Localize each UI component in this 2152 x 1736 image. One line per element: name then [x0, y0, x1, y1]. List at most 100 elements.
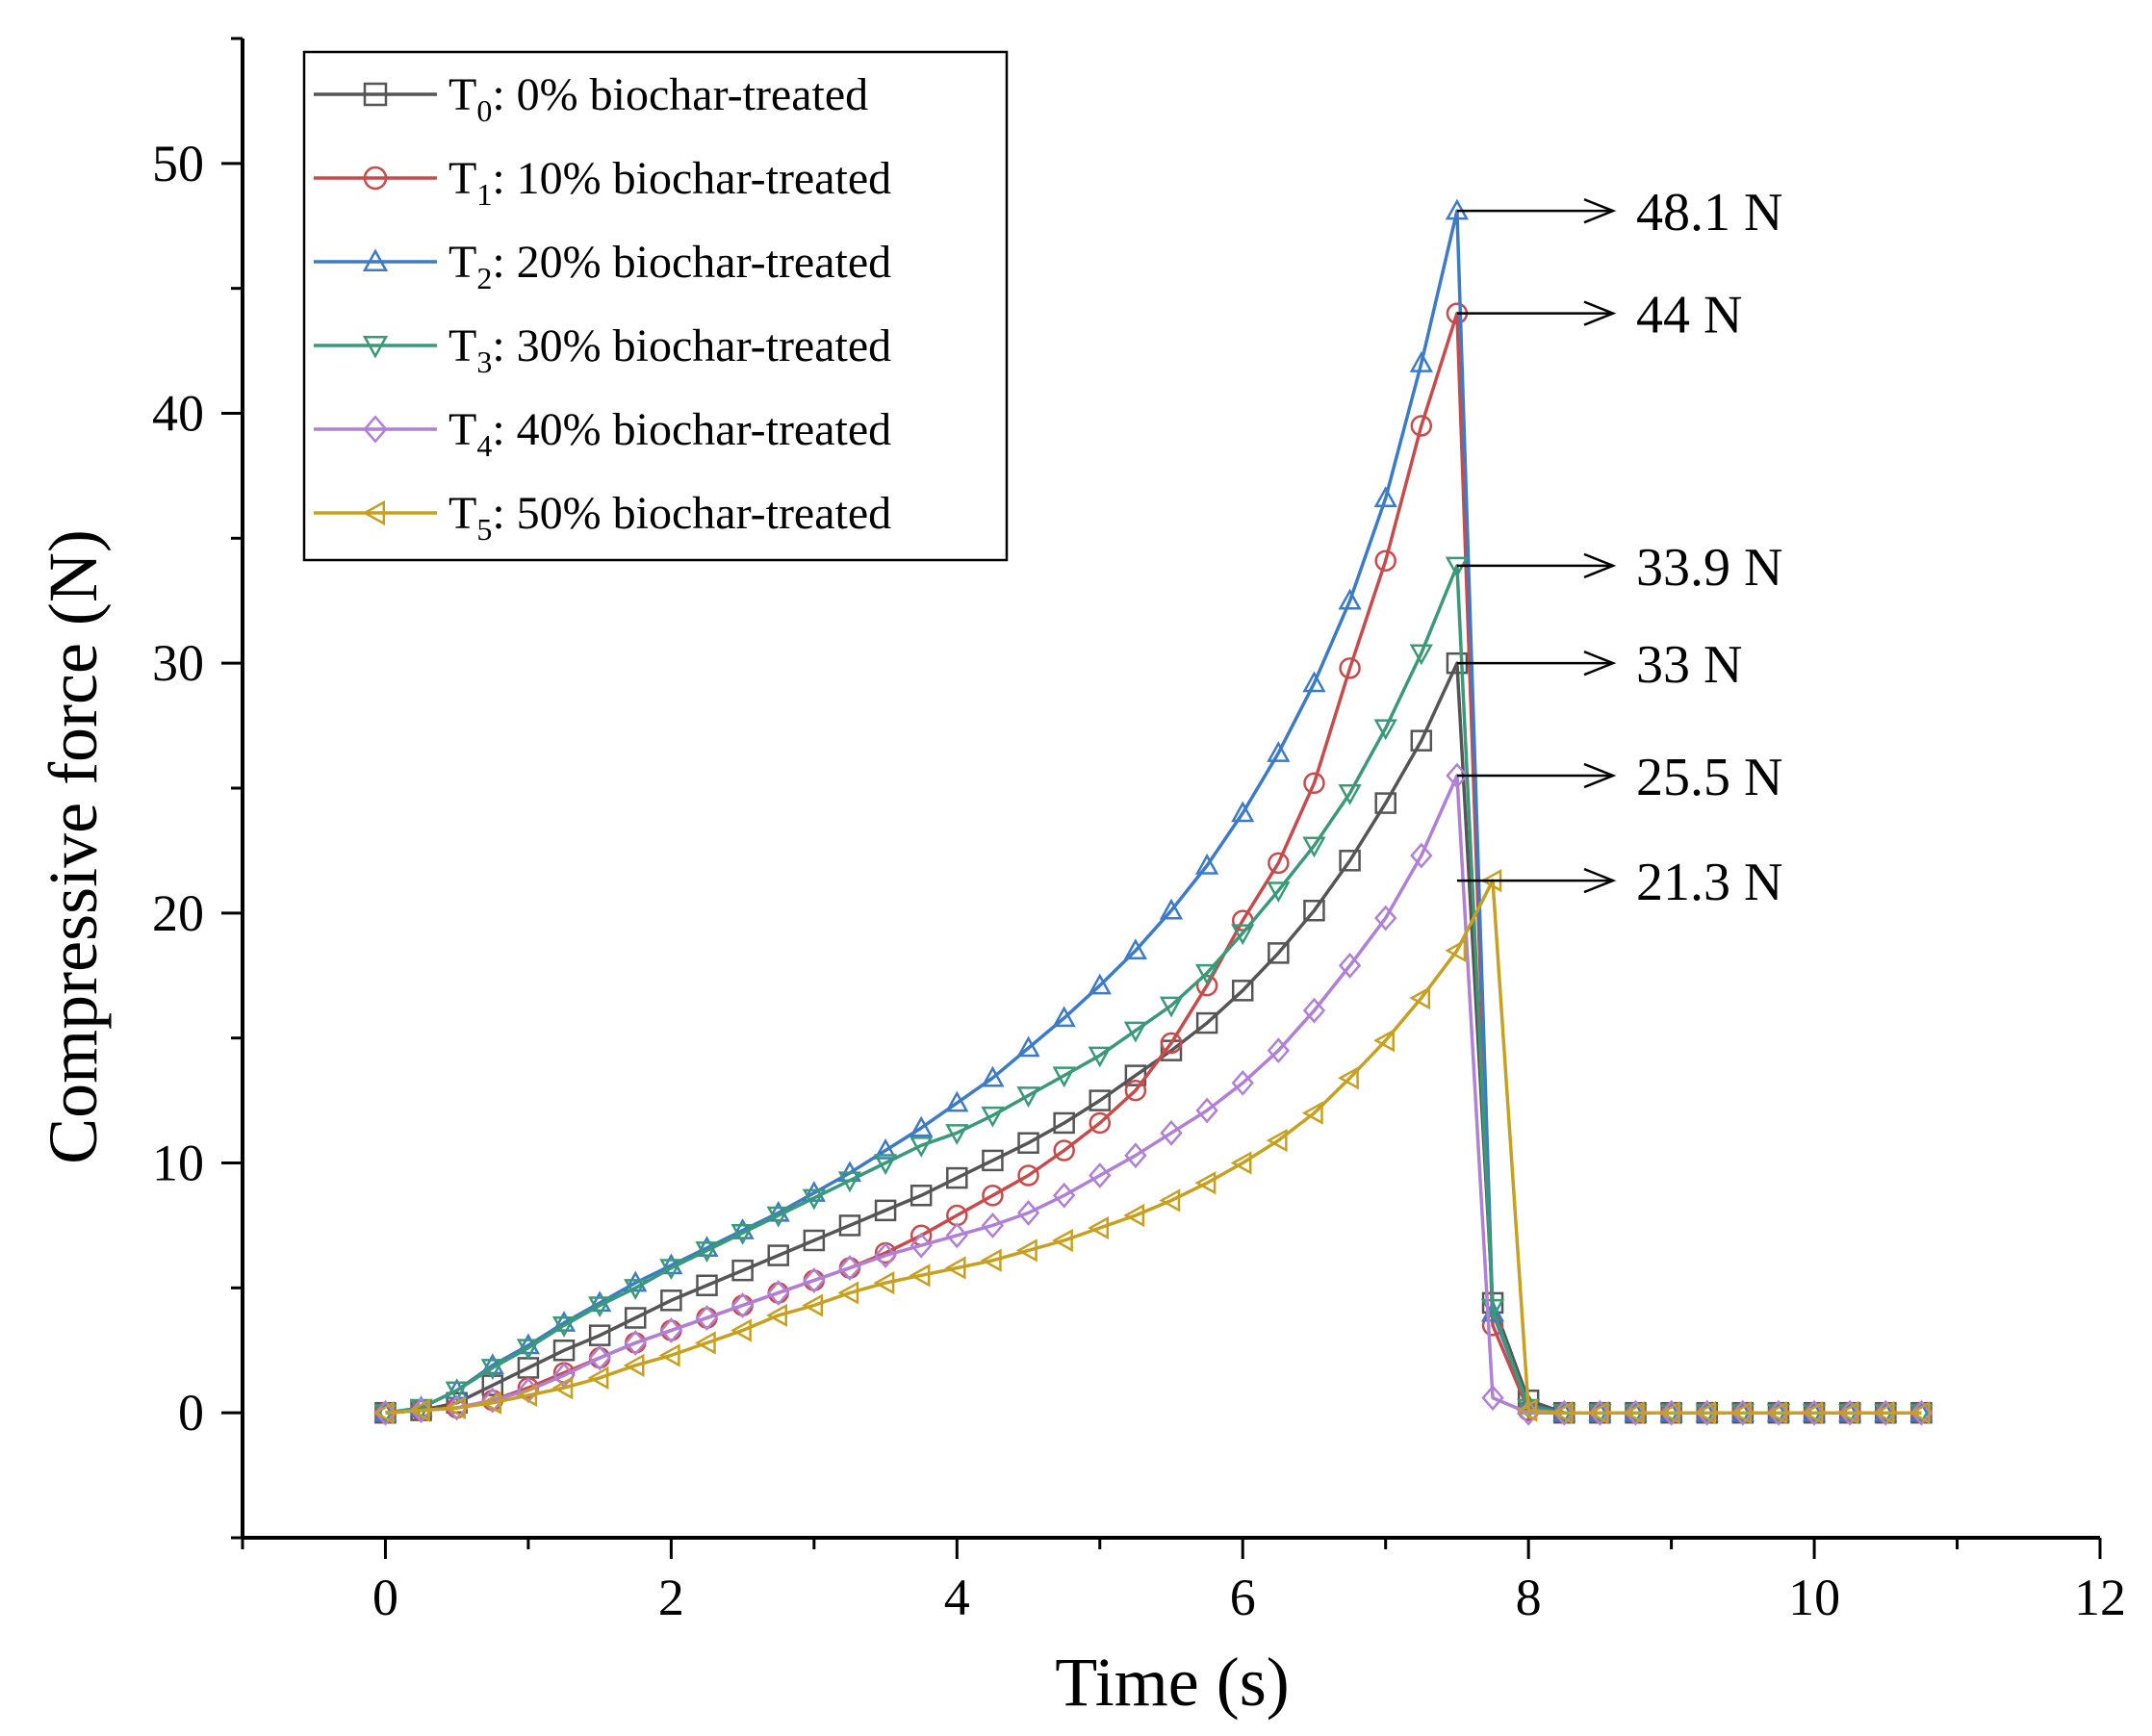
data-point [1303, 772, 1325, 795]
data-point [1551, 1401, 1574, 1425]
data-point [981, 1213, 1005, 1238]
legend-item-1: T1: 10% biochar-treated [314, 153, 891, 212]
axes: 0 2 4 6 8 10 12 0 10 20 30 40 50 [152, 37, 2126, 1626]
data-point [1837, 1401, 1859, 1425]
annotation-label: 33.9 N [1636, 538, 1782, 598]
y-tick-label: 10 [152, 1135, 204, 1192]
data-point [1696, 1399, 1719, 1426]
data-point [909, 1115, 934, 1137]
peak-annotation-0: 48.1 N [1456, 183, 1782, 243]
annotation-label: 25.5 N [1636, 748, 1782, 807]
legend-marker [363, 82, 388, 107]
data-point [1089, 1162, 1112, 1188]
data-point [1909, 1399, 1934, 1426]
data-point [409, 1398, 430, 1422]
x-tick-label: 10 [1788, 1569, 1840, 1626]
series-layer [372, 198, 1934, 1426]
data-point [1195, 974, 1218, 997]
data-point [695, 1241, 719, 1263]
data-point [1339, 657, 1361, 679]
data-point [1695, 1401, 1716, 1425]
legend-box [302, 50, 1009, 562]
data-point [1159, 1188, 1181, 1213]
data-point [730, 1223, 755, 1245]
data-point [588, 1296, 612, 1318]
data-point [409, 1397, 433, 1423]
data-point [730, 1292, 755, 1318]
data-point [695, 1305, 719, 1331]
data-point [1088, 1215, 1110, 1240]
data-point [730, 1318, 752, 1342]
data-point [1267, 1037, 1291, 1064]
peak-annotation-1: 44 N [1456, 286, 1742, 345]
data-point [660, 1289, 682, 1312]
data-point [1053, 1139, 1075, 1162]
data-point [624, 1270, 648, 1292]
data-point [1587, 1401, 1609, 1425]
data-point [1123, 1203, 1145, 1228]
data-point [445, 1395, 466, 1420]
data-point [1874, 1399, 1897, 1426]
data-point [445, 1381, 469, 1403]
legend-marker [362, 248, 389, 272]
legend-item-3: T3: 30% biochar-treated [314, 320, 891, 379]
data-point [766, 1303, 787, 1328]
legend-label: T0: 0% biochar-treated [448, 69, 868, 128]
annotation-arrowhead [1583, 867, 1617, 894]
y-tick-label: 0 [178, 1384, 204, 1442]
data-point [1231, 980, 1254, 1002]
data-point [516, 1339, 541, 1361]
data-point [802, 1181, 826, 1202]
legend-marker [363, 415, 388, 444]
data-point [1481, 1385, 1504, 1411]
data-point [873, 1271, 895, 1295]
data-point [1195, 1097, 1218, 1124]
data-point [1159, 996, 1184, 1018]
legend: T0: 0% biochar-treated T1: 10% biochar-tr… [302, 50, 1009, 562]
annotation-arrowhead [1583, 651, 1617, 677]
data-point [516, 1383, 538, 1408]
data-point [981, 1065, 1005, 1087]
data-point [838, 1255, 861, 1281]
series-line-5 [385, 879, 1922, 1415]
data-point [1731, 1399, 1755, 1426]
data-point [1159, 898, 1184, 920]
data-point [658, 1343, 680, 1367]
data-point [659, 1317, 683, 1343]
data-point [1838, 1399, 1861, 1426]
y-tick-label: 30 [152, 634, 204, 692]
data-point [1767, 1399, 1790, 1426]
annotation-label: 48.1 N [1636, 183, 1782, 243]
x-tick-label: 0 [372, 1569, 398, 1626]
y-tick-label: 50 [152, 135, 204, 192]
data-point [372, 1401, 395, 1425]
annotation-arrowhead [1583, 552, 1617, 579]
data-point [1266, 1129, 1288, 1153]
data-point [1338, 783, 1362, 805]
data-point [1089, 1111, 1112, 1135]
data-point [1231, 1070, 1254, 1096]
y-axis-title: Compressive force (N) [35, 529, 112, 1164]
legend-label: T4: 40% biochar-treated [448, 404, 891, 463]
data-point [945, 1124, 969, 1145]
legend-marker [362, 335, 389, 359]
annotation-label: 21.3 N [1636, 853, 1782, 912]
data-point [1052, 1182, 1076, 1209]
data-point [1194, 1171, 1217, 1195]
data-point [480, 1391, 502, 1415]
data-point [1302, 997, 1326, 1024]
data-point [1016, 1035, 1040, 1058]
data-point [981, 1106, 1005, 1128]
data-point [1803, 1399, 1826, 1426]
legend-label: T3: 30% biochar-treated [448, 320, 891, 379]
data-point [1015, 1238, 1038, 1263]
data-point [588, 1344, 611, 1371]
data-point [766, 1206, 790, 1228]
data-point [1338, 1066, 1359, 1090]
data-point [837, 1171, 862, 1193]
data-point [909, 1136, 934, 1158]
data-point [1623, 1401, 1645, 1425]
data-point [1017, 1132, 1039, 1154]
data-point [1160, 1032, 1183, 1055]
annotation-arrowhead [1583, 198, 1617, 224]
